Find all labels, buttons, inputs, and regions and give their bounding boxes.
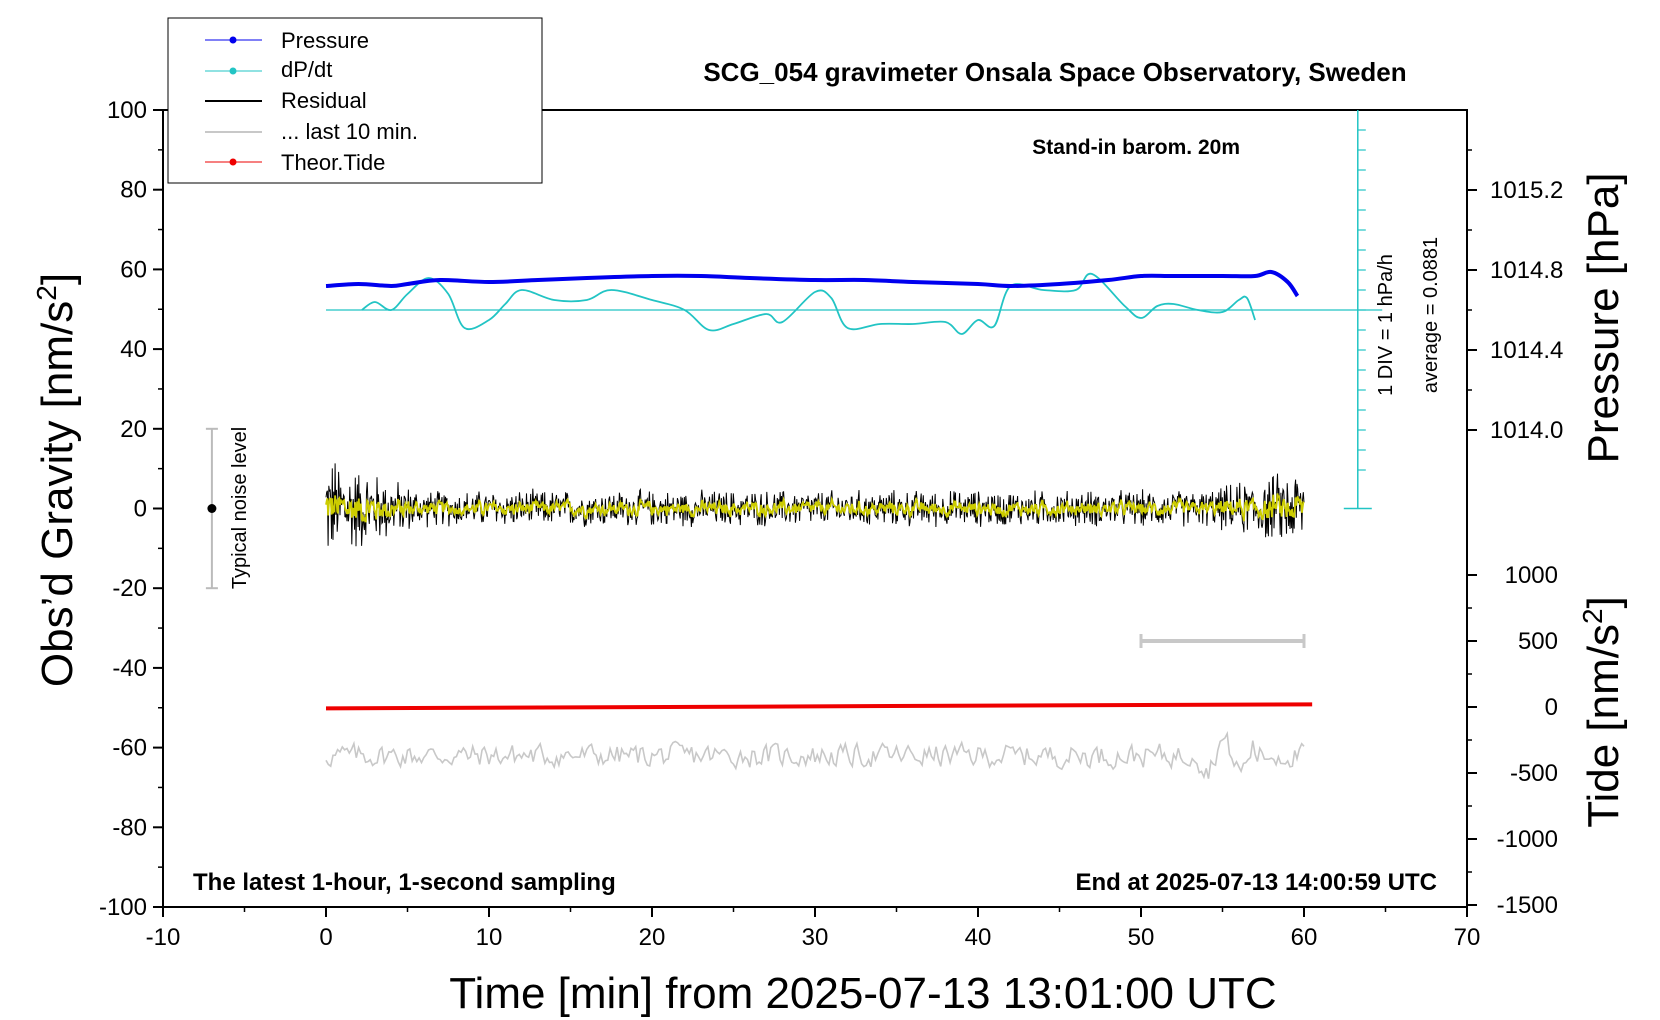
x-tick-label: 70	[1454, 924, 1481, 951]
tide-line	[325, 702, 1313, 711]
y-tick-label: 80	[120, 177, 147, 204]
series-layer	[205, 110, 1383, 780]
annotation-noise: Typical noise level	[229, 427, 251, 589]
y-axis-label-tide: Tide [nm/s2]	[1577, 596, 1628, 828]
pressure-tick-label: 1014.0	[1490, 417, 1563, 444]
y-tick-label: 0	[134, 496, 147, 523]
annotation-bottom-left: The latest 1-hour, 1-second sampling	[193, 869, 616, 896]
x-tick-label: -10	[146, 924, 181, 951]
legend-label-residual: Residual	[281, 88, 367, 113]
y-tick-label: 100	[107, 97, 147, 124]
legend-item-tide: Theor.Tide	[205, 150, 385, 175]
tide-tick-label: -1500	[1497, 892, 1558, 919]
tide-tick-label: 1000	[1505, 562, 1558, 589]
legend-item-residual: Residual	[205, 88, 367, 113]
annotation-div: 1 DIV = 1 hPa/h	[1375, 254, 1397, 396]
y-tick-label: -60	[112, 735, 147, 762]
pressure-tick-label: 1015.2	[1490, 177, 1563, 204]
y-axis-label-gravity: Obs’d Gravity [nm/s2]	[31, 273, 82, 687]
annotation-average: average = 0.0881	[1420, 237, 1442, 393]
tide-tick-label: -1000	[1497, 826, 1558, 853]
legend-label-tide: Theor.Tide	[281, 150, 385, 175]
x-tick-label: 20	[639, 924, 666, 951]
x-tick-label: 0	[319, 924, 332, 951]
tide-axis-ticks: 1000 500 0 -500 -1000 -1500	[1467, 562, 1558, 919]
noise-bar-center	[207, 504, 217, 513]
legend-item-pressure: Pressure	[205, 28, 369, 53]
y-tick-label: 20	[120, 416, 147, 443]
x-tick-label: 50	[1128, 924, 1155, 951]
tide-tick-label: 0	[1545, 694, 1558, 721]
x-tick-label: 10	[476, 924, 503, 951]
legend-item-dpdt: dP/dt	[205, 57, 332, 82]
annotation-barom: Stand-in barom. 20m	[1032, 136, 1240, 159]
x-tick-label: 30	[802, 924, 829, 951]
dpdt-line	[361, 272, 1256, 335]
x-axis-label: Time [min] from 2025-07-13 13:01:00 UTC	[449, 969, 1276, 1018]
legend-label-pressure: Pressure	[281, 28, 369, 53]
legend-item-last10: ... last 10 min.	[205, 119, 418, 144]
y-tick-label: -40	[112, 655, 147, 682]
y-axis-ticks: 100 80 60 40 20 0 -20 -40 -60 -80 -100	[99, 97, 163, 921]
residual-line	[325, 463, 1305, 547]
last10-line	[325, 730, 1305, 780]
legend-label-last10: ... last 10 min.	[281, 119, 418, 144]
y-tick-label: -80	[112, 814, 147, 841]
pressure-axis-ticks: 1015.2 1014.8 1014.4 1014.0	[1467, 149, 1563, 444]
legend: Pressure dP/dt Residual ... last 10 min.…	[167, 17, 543, 184]
pressure-line	[325, 269, 1300, 298]
tide-tick-label: -500	[1510, 760, 1558, 787]
tide-tick-label: 500	[1518, 628, 1558, 655]
pressure-tick-label: 1014.8	[1490, 257, 1563, 284]
x-axis-ticks: -10 0 10 20 30 40 50 60 70	[146, 907, 1481, 951]
chart-title: SCG_054 gravimeter Onsala Space Observat…	[703, 57, 1406, 87]
x-tick-label: 40	[965, 924, 992, 951]
y-axis-label-pressure: Pressure [hPa]	[1579, 172, 1628, 463]
legend-label-dpdt: dP/dt	[281, 57, 332, 82]
pressure-tick-label: 1014.4	[1490, 337, 1563, 364]
y-tick-label: 60	[120, 256, 147, 283]
y-tick-label: -100	[99, 894, 147, 921]
residual-smoothed-line	[325, 493, 1305, 523]
annotation-bottom-right: End at 2025-07-13 14:00:59 UTC	[1076, 869, 1438, 896]
y-tick-label: 40	[120, 336, 147, 363]
y-tick-label: -20	[112, 575, 147, 602]
x-tick-label: 60	[1291, 924, 1318, 951]
